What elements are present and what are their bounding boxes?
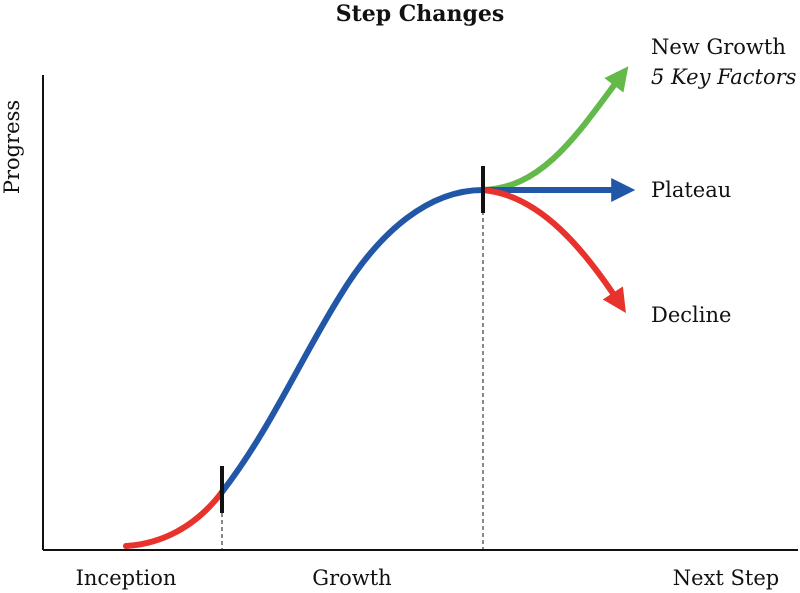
x-label-growth: Growth <box>312 566 391 590</box>
new-growth-arrow <box>482 66 629 193</box>
decline-label: Decline <box>651 303 731 327</box>
new-growth-sublabel: 5 Key Factors <box>651 65 797 89</box>
x-label-inception: Inception <box>76 566 177 590</box>
new-growth-label: New Growth <box>651 35 786 59</box>
growth-curve <box>219 187 486 495</box>
diagram-title: Step Changes <box>336 1 505 27</box>
plateau-label: Plateau <box>651 178 731 202</box>
decline-arrow <box>482 187 626 314</box>
y-axis-label: Progress <box>0 100 24 194</box>
inception-curve <box>123 489 225 549</box>
x-label-next-step: Next Step <box>673 566 779 590</box>
